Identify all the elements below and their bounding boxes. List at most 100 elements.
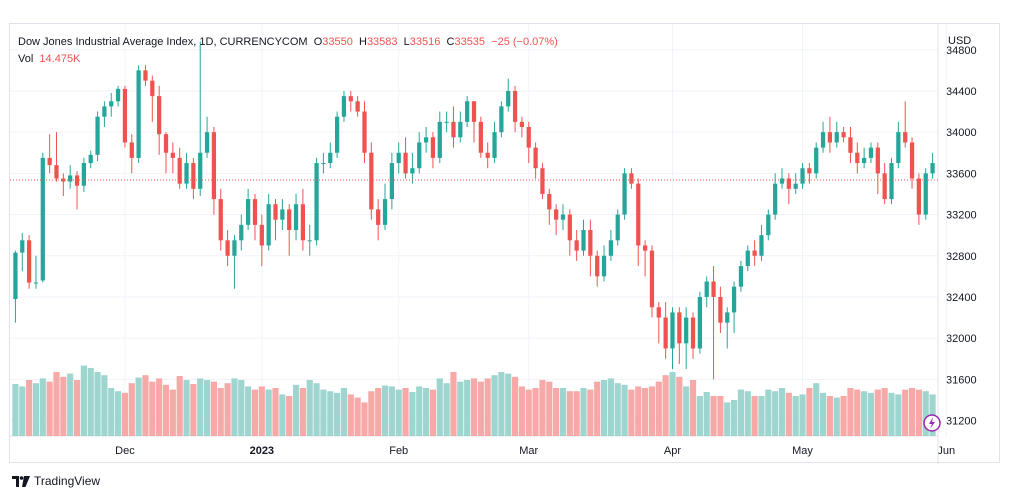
- volume-bar: [162, 384, 170, 436]
- x-tick-label: Feb: [389, 445, 408, 457]
- lightning-icon: [929, 417, 935, 429]
- candle-body: [239, 224, 244, 241]
- candle-body: [608, 240, 614, 256]
- volume-bar: [313, 383, 320, 436]
- volume-bar: [443, 383, 450, 436]
- volume-bar: [409, 392, 416, 436]
- volume-bar: [621, 384, 628, 436]
- candle-body: [369, 152, 374, 210]
- volume-bar: [854, 389, 861, 436]
- volume-bar: [39, 378, 46, 436]
- candle-body: [191, 163, 196, 189]
- volume-bar: [73, 380, 81, 436]
- candle-body: [376, 209, 381, 225]
- candle-body: [81, 163, 86, 186]
- volume-bar: [744, 391, 751, 436]
- volume-bar: [135, 377, 142, 436]
- candle-body: [287, 209, 292, 230]
- volume-bar: [532, 388, 539, 436]
- candle-body: [519, 121, 525, 127]
- candle-body: [163, 134, 169, 153]
- volume-bar: [429, 389, 437, 436]
- candle-body: [198, 152, 203, 189]
- volume-bar: [765, 389, 772, 436]
- volume-bar: [32, 383, 40, 436]
- candle-body: [841, 132, 846, 138]
- volume-bar: [477, 381, 484, 436]
- candle-body: [622, 173, 627, 215]
- candle-body: [642, 245, 648, 251]
- volume-bar: [607, 378, 614, 436]
- candle-body: [595, 255, 600, 277]
- candle-body: [177, 157, 182, 184]
- chart-frame[interactable]: 34800 34400 34000 33600 33200 32800 32400 32000…: [9, 23, 1001, 464]
- volume-bar: [108, 388, 115, 436]
- candle-body: [581, 230, 586, 251]
- candle-body: [711, 281, 716, 297]
- candle-body: [923, 173, 928, 215]
- volume-bar: [662, 375, 669, 436]
- candle-body: [773, 183, 778, 215]
- x-tick-label: Jun: [937, 445, 955, 457]
- candle-body: [382, 199, 388, 225]
- volume-bar: [245, 386, 252, 436]
- candle-body: [601, 255, 607, 277]
- candle-body: [868, 147, 874, 158]
- change-value: −25 (−0.07%): [491, 36, 558, 48]
- candle-body: [293, 204, 299, 230]
- candle-body: [430, 137, 436, 158]
- currency-label: USD: [948, 35, 971, 47]
- volume-bar: [197, 378, 204, 436]
- volume-bar: [190, 384, 197, 436]
- candle-body: [526, 127, 531, 148]
- volume-bar: [464, 380, 471, 436]
- candle-body: [314, 163, 319, 241]
- volume-bar: [683, 386, 690, 436]
- candle-body: [273, 204, 278, 220]
- volume-bar: [902, 389, 909, 436]
- volume-bar: [785, 392, 792, 436]
- candle-body: [232, 240, 237, 256]
- volume-bar: [423, 388, 430, 436]
- candle-body: [670, 312, 675, 349]
- volume-bar: [457, 381, 464, 436]
- volume-bar: [840, 396, 847, 436]
- volume-bar: [505, 373, 512, 436]
- candle-body: [13, 252, 18, 300]
- volume-bar: [265, 389, 272, 436]
- y-tick-label: 31600: [946, 374, 977, 386]
- candle-body: [88, 154, 93, 164]
- candle-body: [40, 157, 45, 281]
- chart-canvas[interactable]: 34800 34400 34000 33600 33200 32800 32400 32000…: [10, 24, 1001, 464]
- volume-bar: [525, 389, 532, 436]
- volume-bar: [19, 386, 26, 436]
- volume-bar: [80, 365, 87, 436]
- volume-bar: [689, 380, 697, 436]
- volume-bar: [751, 396, 758, 436]
- volume-bar: [710, 396, 717, 436]
- volume-bar: [778, 388, 786, 436]
- candle-body: [725, 312, 730, 323]
- volume-bar: [491, 375, 498, 436]
- candle-body: [615, 214, 620, 241]
- candle-body: [68, 175, 73, 182]
- y-tick-label: 31200: [946, 416, 977, 428]
- candle-body: [471, 101, 477, 122]
- volume-bar: [142, 375, 149, 436]
- footer-brand[interactable]: TradingView: [12, 474, 100, 488]
- candle-body: [677, 312, 682, 344]
- volume-bar: [128, 383, 135, 436]
- volume-bar: [792, 396, 799, 436]
- candle-body: [649, 250, 655, 308]
- volume-bar: [176, 376, 183, 436]
- volume-bar: [279, 394, 286, 436]
- volume-bar: [26, 380, 33, 436]
- volume-bar: [272, 388, 279, 436]
- volume-bar: [642, 388, 649, 436]
- candle-body: [458, 121, 463, 138]
- candle-body: [704, 281, 709, 297]
- volume-bar: [724, 402, 731, 436]
- volume-bar: [867, 392, 875, 436]
- volume-bar: [813, 383, 820, 436]
- candle-body: [499, 106, 504, 133]
